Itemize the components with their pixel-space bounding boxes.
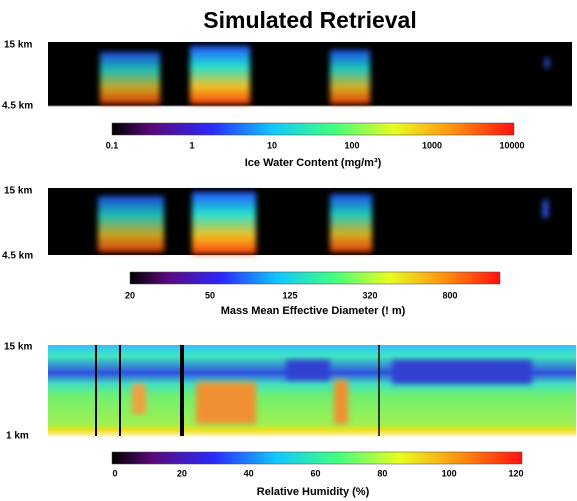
colorbar-tick-label: 10000 <box>499 140 524 150</box>
colorbar-tick-label: 0.1 <box>106 140 119 150</box>
heatmap-lines <box>95 345 380 436</box>
axis-label: 15 km <box>4 186 32 197</box>
colorbar-tick-label: 20 <box>177 468 187 478</box>
colorbar-tick-label: 1000 <box>422 140 442 150</box>
axis-label: 15 km <box>4 342 32 353</box>
colorbar-tick-label: 120 <box>508 468 523 478</box>
axis-label: 4.5 km <box>2 101 33 112</box>
colorbar-tick-label: 100 <box>442 468 457 478</box>
colorbar <box>111 451 523 465</box>
colorbar-tick-label: 0 <box>112 468 117 478</box>
axis-label: 15 km <box>4 40 32 51</box>
heatmap-features <box>132 360 532 424</box>
colorbar-caption: Relative Humidity (%) <box>257 486 370 498</box>
colorbar-tick-label: 10 <box>267 140 277 150</box>
colorbar-tick-label: 50 <box>205 290 215 300</box>
colorbar <box>129 271 501 285</box>
axis-label: 4.5 km <box>2 251 33 262</box>
colorbar-tick-label: 60 <box>310 468 320 478</box>
axis-label: 1 km <box>6 431 29 442</box>
colorbar-tick-label: 800 <box>442 290 457 300</box>
colorbar <box>111 122 515 136</box>
heatmap-features <box>100 46 549 104</box>
colorbar-tick-label: 100 <box>344 140 359 150</box>
colorbar-tick-label: 40 <box>244 468 254 478</box>
colorbar-tick-label: 1 <box>189 140 194 150</box>
colorbar-caption: Ice Water Content (mg/m³) <box>245 157 382 169</box>
colorbar-tick-label: 125 <box>282 290 297 300</box>
colorbar-tick-label: 20 <box>125 290 135 300</box>
colorbar-tick-label: 80 <box>377 468 387 478</box>
heatmap <box>48 345 576 438</box>
heatmap-features <box>98 192 548 254</box>
colorbar-tick-label: 320 <box>362 290 377 300</box>
title: Simulated Retrieval <box>203 7 416 33</box>
colorbar-caption: Mass Mean Effective Diameter (! m) <box>221 305 406 317</box>
